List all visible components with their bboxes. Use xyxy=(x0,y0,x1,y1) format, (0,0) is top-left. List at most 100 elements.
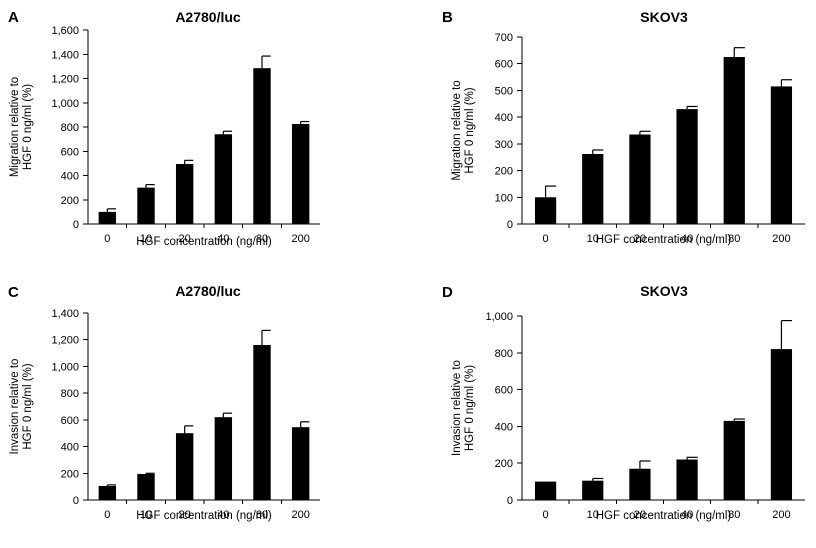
chart-title: SKOV3 xyxy=(640,9,688,25)
x-tick-label: 10 xyxy=(587,233,599,245)
y-axis-label-line: Invasion relative to xyxy=(451,360,463,456)
y-tick-label: 400 xyxy=(495,112,513,124)
bar xyxy=(723,420,745,500)
y-tick-label: 0 xyxy=(507,495,513,507)
bar xyxy=(137,187,155,224)
bar xyxy=(214,134,233,224)
bar xyxy=(98,485,117,500)
y-axis-label-line: Invasion relative to xyxy=(9,359,21,455)
x-tick-label: 0 xyxy=(543,509,549,521)
y-axis-label-line: Migration relative to xyxy=(451,80,463,180)
x-tick-label: 40 xyxy=(681,509,693,521)
bar xyxy=(723,57,745,225)
y-axis-label: Migration relative toHGF 0 ng/ml (%) xyxy=(9,77,34,177)
bar xyxy=(175,433,194,500)
bar xyxy=(253,345,271,500)
y-tick-label: 1,400 xyxy=(51,49,79,61)
x-tick-label: 20 xyxy=(634,233,646,245)
x-axis-label: HGF concentration (ng/ml) xyxy=(596,510,732,522)
x-tick-label: 20 xyxy=(634,509,646,521)
y-tick-label: 700 xyxy=(495,32,513,44)
x-tick-label: 20 xyxy=(179,509,191,521)
y-tick-label: 800 xyxy=(61,388,79,400)
x-tick-label: 80 xyxy=(256,233,268,245)
bar xyxy=(534,197,557,224)
bar xyxy=(629,468,651,500)
x-tick-label: 80 xyxy=(728,233,740,245)
y-axis-label: Invasion relative toHGF 0 ng/ml (%) xyxy=(9,359,34,455)
y-tick-label: 600 xyxy=(61,415,79,427)
chart-panel-d: D SKOV3 0 200 400 600 800 1,000 0 10 20 40 80 200 HGF … xyxy=(442,283,805,522)
bar xyxy=(253,68,271,224)
x-tick-label: 0 xyxy=(543,233,549,245)
chart-panel-a: A A2780/luc02004006008001,0001,2001,4001,… xyxy=(8,9,320,248)
y-tick-label: 1,000 xyxy=(51,98,79,110)
y-axis-label-line: HGF 0 ng/ml (%) xyxy=(22,363,34,449)
x-axis-label: HGF concentration (ng/ml) xyxy=(136,236,272,248)
chart-title: A2780/luc xyxy=(175,283,241,299)
bar xyxy=(534,481,557,500)
panel-letter: A xyxy=(8,9,19,26)
y-tick-label: 0 xyxy=(73,219,79,231)
y-tick-label: 400 xyxy=(61,171,79,183)
y-tick-label: 400 xyxy=(61,442,79,454)
y-tick-label: 600 xyxy=(61,146,79,158)
y-tick-label: 100 xyxy=(495,192,513,204)
x-tick-label: 40 xyxy=(217,509,229,521)
y-axis-label-line: Migration relative to xyxy=(9,77,21,177)
x-tick-label: 10 xyxy=(140,233,152,245)
bar xyxy=(676,109,698,224)
panel-letter: C xyxy=(8,284,19,301)
y-tick-label: 400 xyxy=(495,421,513,433)
y-tick-label: 1,400 xyxy=(51,308,79,320)
panel-letter: D xyxy=(442,284,453,301)
bar xyxy=(98,211,117,224)
bar xyxy=(770,86,793,225)
bar xyxy=(137,473,155,500)
x-tick-label: 0 xyxy=(104,509,110,521)
y-tick-label: 800 xyxy=(61,122,79,134)
x-tick-label: 0 xyxy=(104,233,110,245)
y-axis-label: Migration relative toHGF 0 ng/ml (%) xyxy=(451,80,476,180)
y-tick-label: 500 xyxy=(495,85,513,97)
y-tick-label: 1,000 xyxy=(51,361,79,373)
x-tick-label: 200 xyxy=(772,509,790,521)
y-tick-label: 800 xyxy=(495,348,513,360)
bar xyxy=(175,163,194,224)
x-tick-label: 200 xyxy=(291,509,309,521)
y-axis-label: Invasion relative toHGF 0 ng/ml (%) xyxy=(451,360,476,456)
x-tick-label: 40 xyxy=(217,233,229,245)
chart-panel-c: C A2780/luc 0 200 400 600 800 1,000 1,200 1,400 0 1… xyxy=(8,283,320,522)
bar xyxy=(291,123,310,224)
x-tick-label: 80 xyxy=(728,509,740,521)
y-tick-label: 0 xyxy=(507,219,513,231)
y-tick-label: 1,200 xyxy=(51,74,79,86)
x-tick-label: 40 xyxy=(681,233,693,245)
y-tick-label: 600 xyxy=(495,385,513,397)
chart-panel-b: B SKOV3 0 100 200 300 400 500 600 700 0 10 20 40 80 200… xyxy=(442,9,805,246)
y-tick-label: 1,600 xyxy=(51,25,79,37)
x-tick-label: 10 xyxy=(587,509,599,521)
y-tick-label: 200 xyxy=(61,195,79,207)
panel-letter: B xyxy=(442,9,453,26)
y-axis-label-line: HGF 0 ng/ml (%) xyxy=(22,84,34,170)
x-tick-label: 200 xyxy=(291,233,309,245)
bar xyxy=(770,349,793,500)
bar xyxy=(582,480,604,500)
bar xyxy=(291,427,310,500)
chart-title: SKOV3 xyxy=(640,283,688,299)
chart-title: A2780/luc xyxy=(175,9,241,25)
x-tick-label: 80 xyxy=(256,509,268,521)
y-tick-label: 1,000 xyxy=(485,311,513,323)
y-tick-label: 200 xyxy=(61,468,79,480)
x-axis-label: HGF concentration (ng/ml) xyxy=(596,234,732,246)
x-tick-label: 10 xyxy=(140,509,152,521)
y-axis-label-line: HGF 0 ng/ml (%) xyxy=(464,365,476,451)
bar xyxy=(582,154,604,224)
y-axis-label-line: HGF 0 ng/ml (%) xyxy=(464,87,476,173)
y-tick-label: 1,200 xyxy=(51,335,79,347)
bar xyxy=(629,134,651,224)
bar xyxy=(676,459,698,500)
y-tick-label: 600 xyxy=(495,59,513,71)
